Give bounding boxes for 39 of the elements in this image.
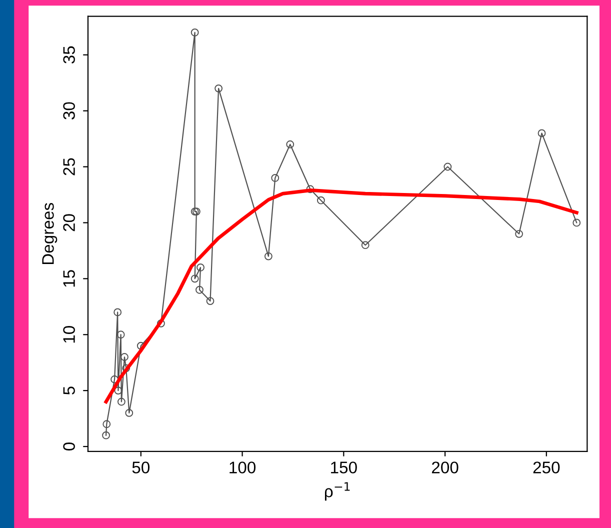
y-tick-label: 15 <box>63 270 75 287</box>
y-axis-title: Degrees <box>42 203 58 264</box>
y-tick-label: 35 <box>63 46 75 64</box>
point <box>114 308 122 316</box>
point <box>264 252 272 260</box>
x-tick-label: 100 <box>230 462 256 474</box>
point <box>125 408 134 417</box>
y-tick-label: 10 <box>63 326 75 343</box>
point <box>515 230 523 238</box>
point <box>116 330 125 339</box>
point <box>190 208 199 216</box>
y-tick-label: 20 <box>63 214 75 232</box>
point <box>271 174 280 182</box>
point <box>196 264 204 272</box>
point <box>196 286 204 294</box>
point <box>102 431 110 440</box>
y-tick-label: 0 <box>63 442 75 450</box>
y-tick-label: 30 <box>63 102 75 120</box>
x-tick-label: 200 <box>432 462 458 474</box>
point <box>361 241 370 250</box>
point <box>572 218 581 227</box>
x-axis-title: ρ$^{−1}$ <box>324 482 350 501</box>
y-tick-label: 5 <box>63 386 75 395</box>
point <box>206 297 214 305</box>
point <box>214 84 223 92</box>
point <box>538 129 546 138</box>
point <box>120 353 128 361</box>
point <box>316 196 325 204</box>
point <box>190 274 199 283</box>
y-tick-label: 25 <box>63 158 75 176</box>
x-tick-label: 150 <box>331 462 357 474</box>
point <box>102 420 111 428</box>
x-tick-label: 250 <box>533 462 560 474</box>
point <box>190 28 199 36</box>
point <box>286 140 294 148</box>
x-tick-label: 50 <box>132 462 150 474</box>
point <box>117 398 126 406</box>
point <box>444 162 452 171</box>
point <box>192 208 200 216</box>
